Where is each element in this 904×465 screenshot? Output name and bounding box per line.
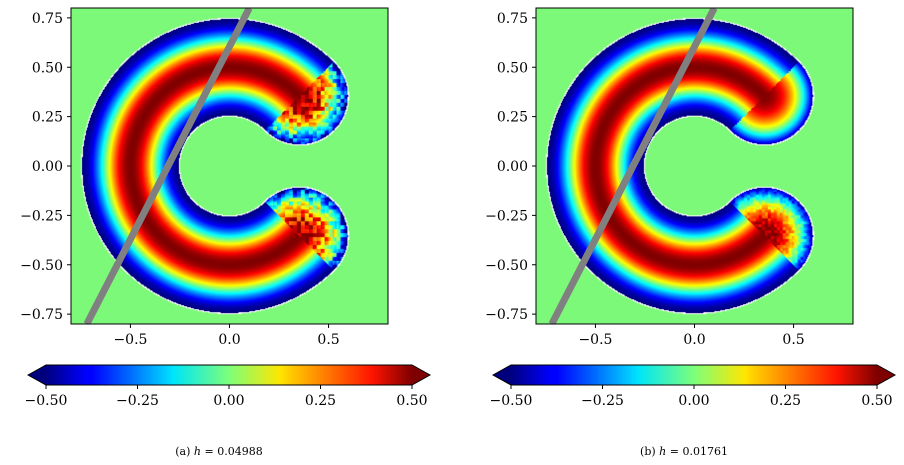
panel-a-y-tick-label: 0.25 (32, 110, 63, 126)
panel-a-colorbar-body (46, 365, 412, 385)
panel-b-ticks: −0.5 0.0 0.5 −0.75 −0.50 −0.25 0.00 0.25 0.50 0.7… (485, 11, 805, 348)
panel-b-colorbar-tick-label: −0.50 (490, 393, 533, 409)
panel-a-x-tick-label: 0.5 (317, 332, 339, 348)
panel-a-y-tick-label: −0.25 (20, 208, 63, 224)
panel-b-caption-value: = 0.01761 (670, 445, 728, 458)
panel-a-x-tick-label: −0.5 (113, 332, 147, 348)
panel-b-x-tick-label: 0.0 (683, 332, 705, 348)
panel-b-colorbar-tick-label: 0.00 (678, 393, 709, 409)
panel-a: −0.5 0.0 0.5 −0.75 −0.50 −0.25 0.00 0.25 0.50 0.7… (20, 7, 432, 458)
panel-b-colorbar-min-extend (493, 365, 511, 385)
panel-a-caption-value: = 0.04988 (205, 445, 263, 458)
panel-b-caption-var: h (659, 445, 666, 458)
panel-a-colorbar-ticks: −0.50 −0.25 0.00 0.25 0.50 (25, 385, 428, 409)
panel-b-x-tick-label: −0.5 (578, 332, 612, 348)
panel-a-cut-line (83, 8, 253, 324)
panel-a-colorbar-tick-label: 0.00 (213, 393, 244, 409)
panel-b-colorbar-tick-label: 0.25 (770, 393, 801, 409)
panel-b-y-tick-label: 0.25 (497, 110, 528, 126)
panel-b-colorbar-body (511, 365, 877, 385)
panel-a-caption-prefix: (a) (175, 445, 190, 458)
panel-a-ticks: −0.5 0.0 0.5 −0.75 −0.50 −0.25 0.00 0.25 0.50 0.7… (20, 11, 340, 348)
panel-a-y-tick-label: −0.75 (20, 307, 63, 323)
panel-b-cut-line (548, 8, 718, 324)
panel-b-colorbar-tick-label: 0.50 (861, 393, 892, 409)
panel-a-field (71, 8, 388, 324)
panel-a-y-tick-label: 0.50 (32, 60, 63, 76)
panel-b-colorbar: −0.50 −0.25 0.00 0.25 0.50 (490, 364, 897, 409)
panel-b-colorbar-max-extend (877, 365, 895, 385)
panel-a-y-tick-label: 0.75 (32, 11, 63, 27)
panel-b-colorbar-tick-label: −0.25 (581, 393, 624, 409)
panel-a-y-tick-label: 0.00 (32, 159, 63, 175)
panel-a-caption-var: h (194, 445, 201, 458)
panel-a-colorbar: −0.50 −0.25 0.00 0.25 0.50 (25, 364, 432, 409)
panel-a-x-tick-label: 0.0 (218, 332, 240, 348)
panel-a-colorbar-tick-label: 0.50 (396, 393, 427, 409)
panel-b-colorbar-ticks: −0.50 −0.25 0.00 0.25 0.50 (490, 385, 893, 409)
panel-b-x-tick-label: 0.5 (782, 332, 804, 348)
panel-a-colorbar-tick-label: −0.25 (116, 393, 159, 409)
panel-b-y-tick-label: 0.50 (497, 60, 528, 76)
panel-b-y-tick-label: −0.50 (485, 258, 528, 274)
panel-b-caption: (b) h = 0.01761 (640, 445, 728, 458)
panel-b-y-tick-label: −0.25 (485, 208, 528, 224)
panel-b-y-tick-label: 0.00 (497, 159, 528, 175)
panel-b-y-tick-label: 0.75 (497, 11, 528, 27)
panel-b-field (536, 8, 853, 324)
panel-a-colorbar-tick-label: −0.50 (25, 393, 68, 409)
panel-a-y-tick-label: −0.50 (20, 258, 63, 274)
panel-a-colorbar-min-extend (28, 365, 46, 385)
panel-b: −0.5 0.0 0.5 −0.75 −0.50 −0.25 0.00 0.25 0.50 0.7… (485, 7, 897, 458)
panel-b-y-tick-label: −0.75 (485, 307, 528, 323)
panel-b-caption-prefix: (b) (640, 445, 656, 458)
panel-a-colorbar-max-extend (412, 365, 430, 385)
panel-a-colorbar-tick-label: 0.25 (305, 393, 336, 409)
panel-a-caption: (a) h = 0.04988 (175, 445, 262, 458)
